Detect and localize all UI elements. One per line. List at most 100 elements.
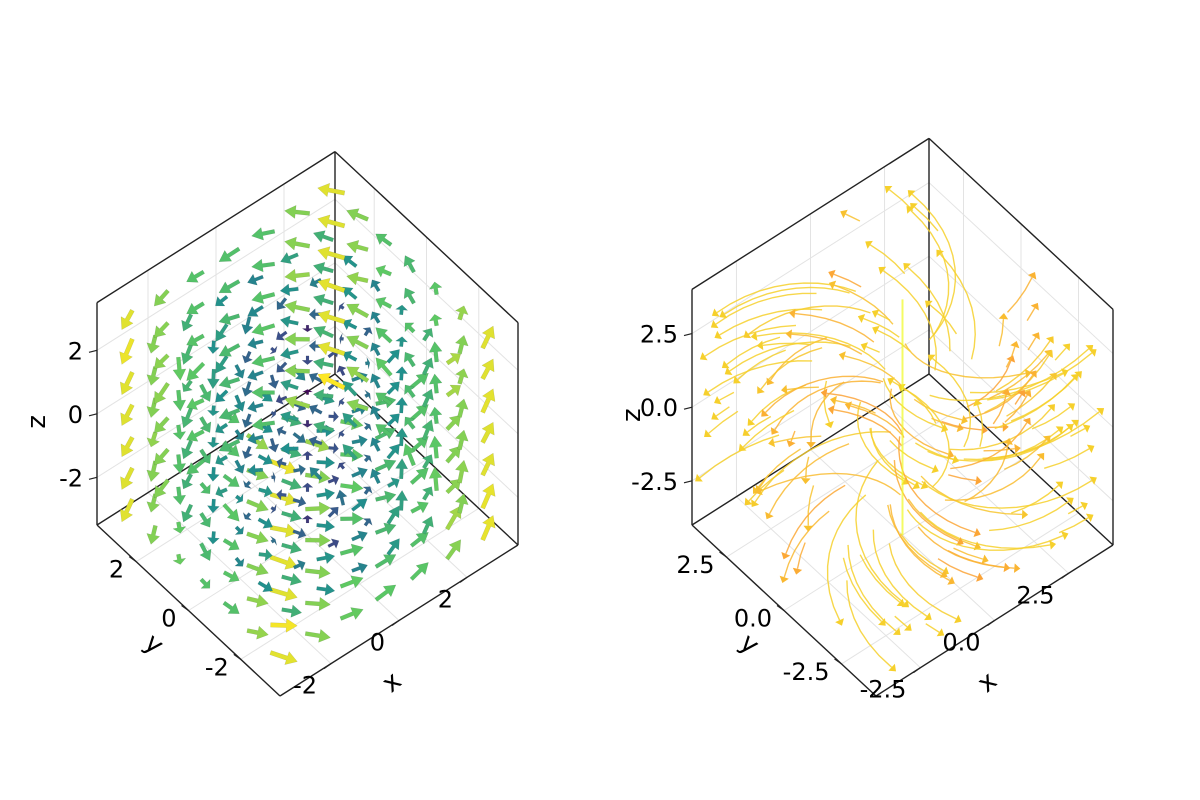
streamline (953, 547, 984, 560)
streamline-arrowhead (1017, 389, 1026, 398)
streamline (931, 417, 959, 429)
streamline (907, 266, 951, 352)
field-arrow (428, 466, 443, 492)
field-arrow (409, 467, 429, 486)
field-arrow (301, 324, 314, 333)
x-tick-mark (391, 620, 400, 626)
field-arrow (292, 495, 307, 508)
streamline-arrowhead (956, 422, 964, 433)
field-arrow (312, 261, 334, 275)
streamline-arrowhead (865, 240, 873, 249)
axis-frame-edge (928, 373, 1114, 546)
field-arrow (181, 379, 193, 393)
streamline-arrowhead (888, 663, 897, 672)
field-arrow (222, 600, 240, 614)
field-arrow (269, 523, 298, 538)
field-arrow (312, 357, 334, 371)
streamline-arrowhead (973, 399, 983, 407)
field-arrow (246, 562, 269, 576)
field-arrow (312, 388, 334, 403)
field-arrow (340, 480, 364, 494)
field-arrow (153, 478, 170, 499)
field-arrow (180, 343, 194, 366)
field-arrow (218, 343, 241, 357)
streamline-arrowhead (1089, 476, 1097, 485)
streamline-arrowhead (1082, 424, 1091, 433)
field-arrow (199, 416, 212, 434)
field-arrow (444, 505, 462, 531)
field-arrow (375, 392, 393, 406)
streamline-arrowhead (1055, 481, 1064, 490)
streamline-arrowhead (1049, 372, 1057, 381)
field-arrow (339, 607, 364, 621)
streamline (998, 318, 1005, 347)
field-arrow (276, 361, 288, 373)
field-arrow (362, 327, 373, 337)
field-arrow (270, 535, 278, 546)
field-arrow (257, 484, 273, 498)
streamline (1054, 347, 1067, 361)
streamline-arrowhead (768, 437, 776, 448)
field-arrow (146, 334, 161, 354)
field-arrow (421, 515, 434, 535)
field-arrow (342, 412, 358, 429)
streamline (844, 355, 907, 392)
x-tick-label: 0.0 (942, 629, 980, 657)
field-arrow (146, 366, 161, 386)
streamline-arrowhead (1010, 341, 1020, 349)
field-arrow (350, 498, 368, 512)
field-arrow (395, 427, 409, 447)
y-axis-label: y (734, 628, 765, 661)
field-arrow (362, 454, 373, 464)
field-arrow (284, 236, 311, 251)
field-arrow (346, 239, 369, 254)
field-arrow (428, 373, 443, 394)
field-arrow (316, 551, 336, 565)
field-arrow (153, 288, 170, 307)
streamline-arrowhead (750, 331, 758, 341)
field-arrow (215, 389, 229, 403)
field-arrow (342, 286, 358, 301)
streamline-arrowhead (719, 309, 728, 319)
field-arrow (386, 505, 400, 525)
field-arrow (281, 509, 303, 523)
field-arrow (301, 355, 314, 366)
field-arrow (316, 487, 336, 501)
field-arrow (215, 294, 229, 307)
field-arrow (301, 514, 314, 524)
streamline-arrowhead (878, 266, 887, 275)
streamline-arrowhead (806, 441, 816, 449)
field-arrow (218, 246, 241, 263)
streamline (756, 448, 801, 490)
field-arrow (234, 525, 245, 535)
field-arrow (374, 584, 397, 602)
streamline-arrowhead (896, 598, 905, 607)
field-arrow (350, 466, 368, 479)
streamline-arrowhead (1085, 513, 1094, 522)
streamline-arrowhead (781, 552, 791, 560)
streamline (877, 329, 911, 352)
field-arrow (275, 330, 288, 341)
field-arrow (120, 435, 135, 458)
field-arrow (186, 429, 205, 442)
streamline-arrowhead (724, 366, 733, 375)
streamline-arrowhead (721, 360, 730, 369)
x-tick-mark (459, 576, 468, 583)
grid-line (691, 255, 930, 408)
field-arrow (301, 450, 314, 461)
x-tick-label: -2.5 (860, 676, 907, 704)
streamline (1006, 376, 1054, 417)
streamline (937, 558, 978, 578)
z-tick-mark (683, 480, 693, 484)
field-arrow (292, 431, 306, 443)
streamline (785, 484, 846, 555)
field-arrow (218, 438, 241, 452)
field-arrow (247, 273, 264, 286)
x-axis-label: x (376, 666, 407, 699)
field-arrow (247, 432, 264, 445)
streamline (921, 479, 1093, 509)
field-arrow (153, 353, 170, 369)
streamline-arrowhead (840, 209, 848, 219)
y-tick-label: -2.5 (783, 658, 830, 686)
